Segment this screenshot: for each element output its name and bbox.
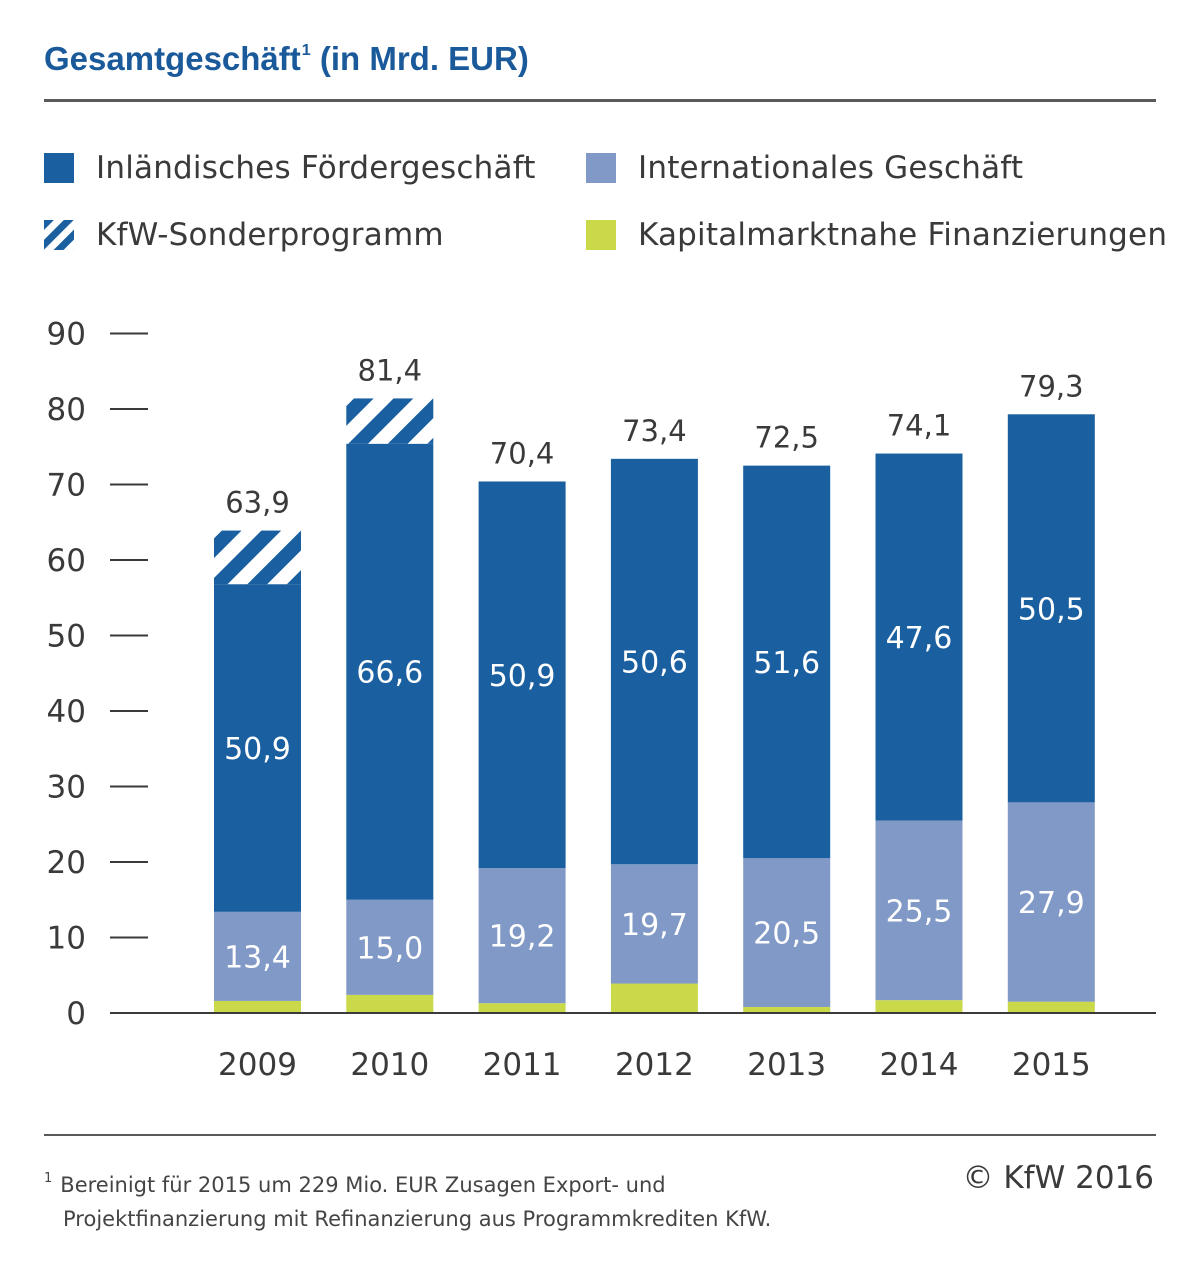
- bar-segment-international: [875, 820, 963, 1001]
- bars: 13,4 50,9 63,9 15,0 66,6 81,4 19,2 50,9 70,4 19,7…: [214, 353, 1095, 1013]
- bar-segment-kapital: [610, 983, 698, 1013]
- footnote-line-1: 1 Bereinigt für 2015 um 229 Mio. EUR Zusa…: [44, 1170, 771, 1204]
- bar-segment-international: [214, 911, 301, 1001]
- chart-title-text: Gesamtgeschäft: [44, 40, 301, 77]
- y-tick-label: 70: [47, 468, 86, 504]
- bar-value-label: 19,2: [489, 920, 556, 955]
- y-tick-label: 0: [66, 996, 86, 1032]
- top-divider: [44, 99, 1156, 102]
- bar-segment-inland: [610, 458, 698, 865]
- bar-stack-2012: 19,7 50,6 73,4: [610, 414, 698, 1013]
- bar-total-label: 73,4: [622, 414, 687, 448]
- bar-segment-kapital: [214, 1000, 301, 1013]
- y-axis: 0 10 20 30 40 50 60 70 80 90: [47, 317, 148, 1032]
- x-tick-label: 2011: [483, 1047, 562, 1083]
- bar-segment-inland: [743, 465, 831, 859]
- bar-value-label: 20,5: [753, 917, 820, 952]
- x-tick-label: 2010: [350, 1047, 429, 1083]
- y-tick-label: 50: [47, 619, 86, 655]
- bar-segment-inland: [1007, 414, 1095, 803]
- bar-total-label: 74,1: [887, 409, 952, 443]
- y-tick-label: 10: [47, 921, 86, 957]
- bar-total-label: 81,4: [358, 353, 423, 387]
- bar-value-label: 66,6: [356, 656, 423, 691]
- bar-stack-2011: 19,2 50,9 70,4: [478, 436, 566, 1013]
- bar-segment-kapital: [346, 994, 434, 1013]
- bar-stack-2009: 13,4 50,9 63,9: [214, 486, 301, 1013]
- bar-total-label: 70,4: [490, 436, 555, 470]
- footnote-line-2: Projektfinanzierung mit Refinanzierung a…: [44, 1204, 771, 1235]
- bar-total-label: 72,5: [754, 421, 819, 455]
- bar-segment-international: [478, 868, 566, 1004]
- bar-value-label: 50,5: [1018, 592, 1085, 627]
- bar-segment-kapital: [1007, 1001, 1095, 1013]
- y-tick-label: 80: [47, 392, 86, 428]
- bar-stack-2014: 25,5 47,6 74,1: [875, 409, 963, 1013]
- bar-segment-inland: [346, 443, 434, 900]
- bottom-divider: [44, 1134, 1156, 1136]
- legend-label: Internationales Geschäft: [638, 150, 1024, 186]
- title-footnote-mark: 1: [301, 42, 311, 59]
- legend-swatch-international: [586, 153, 616, 183]
- legend-label: KfW-Sonderprogramm: [96, 217, 444, 253]
- bar-stack-2013: 20,5 51,6 72,5: [743, 421, 831, 1013]
- bar-segment-inland: [214, 584, 301, 912]
- bar-segment-sonder: [214, 530, 301, 585]
- bar-value-label: 13,4: [224, 940, 291, 975]
- bar-value-label: 15,0: [356, 931, 423, 966]
- bar-segment-inland: [875, 453, 963, 821]
- x-tick-label: 2015: [1012, 1047, 1091, 1083]
- bar-segment-sonder: [346, 398, 434, 444]
- y-tick-label: 60: [47, 543, 86, 579]
- chart-title: Gesamtgeschäft1 (in Mrd. EUR): [44, 40, 529, 78]
- legend-swatch-sonder: [44, 220, 74, 250]
- legend-swatch-kapital: [586, 220, 616, 250]
- y-tick-label: 20: [47, 845, 86, 881]
- x-tick-label: 2012: [615, 1047, 694, 1083]
- bar-value-label: 27,9: [1018, 886, 1085, 921]
- bar-segment-international: [346, 899, 434, 995]
- footnote-text: Bereinigt für 2015 um 229 Mio. EUR Zusag…: [60, 1173, 666, 1197]
- bar-value-label: 25,5: [886, 894, 953, 929]
- bar-value-label: 51,6: [753, 646, 820, 681]
- bar-segment-kapital: [478, 1003, 566, 1013]
- legend-item-international: Internationales Geschäft: [586, 148, 1023, 188]
- legend-item-inland: Inländisches Fördergeschäft: [44, 148, 536, 188]
- x-tick-label: 2013: [747, 1047, 826, 1083]
- y-tick-label: 40: [47, 694, 86, 730]
- bar-total-label: 63,9: [225, 486, 290, 520]
- bar-segment-kapital: [875, 1000, 963, 1013]
- bar-value-label: 19,7: [621, 908, 688, 943]
- footnote-mark: 1: [44, 1171, 53, 1186]
- bar-value-label: 50,9: [224, 732, 291, 767]
- x-axis: 2009 2010 2011 2012 2013 2014 2015: [218, 1047, 1091, 1083]
- bar-value-label: 47,6: [886, 621, 953, 656]
- footnote: 1 Bereinigt für 2015 um 229 Mio. EUR Zusa…: [44, 1170, 771, 1235]
- bar-stack-2015: 27,9 50,5 79,3: [1007, 369, 1095, 1013]
- bar-value-label: 50,9: [489, 659, 556, 694]
- legend-swatch-inland: [44, 153, 74, 183]
- bar-segment-international: [743, 858, 831, 1007]
- legend-label: Inländisches Fördergeschäft: [96, 150, 536, 186]
- bar-segment-international: [610, 864, 698, 984]
- bar-total-label: 79,3: [1019, 369, 1084, 403]
- legend-label: Kapitalmarktnahe Finanzierungen: [638, 217, 1168, 253]
- y-tick-label: 30: [47, 770, 86, 806]
- footnote-text: Projektfinanzierung mit Refinanzierung a…: [63, 1207, 772, 1231]
- bar-stack-2010: 15,0 66,6 81,4: [346, 353, 434, 1013]
- bar-segment-kapital: [743, 1006, 831, 1013]
- copyright: © KfW 2016: [962, 1160, 1155, 1196]
- bar-segment-inland: [478, 481, 566, 869]
- bar-segment-international: [1007, 802, 1095, 1002]
- legend-item-kapital: Kapitalmarktnahe Finanzierungen: [586, 215, 1167, 255]
- x-tick-label: 2009: [218, 1047, 297, 1083]
- bar-value-label: 50,6: [621, 646, 688, 681]
- y-tick-label: 90: [47, 317, 86, 353]
- x-tick-label: 2014: [880, 1047, 959, 1083]
- legend-item-sonder: KfW-Sonderprogramm: [44, 215, 444, 255]
- stacked-bar-chart: 0 10 20 30 40 50 60 70 80 90 13,4 50,9 63,9 15,0 66,6…: [47, 317, 1156, 1083]
- chart-title-unit: (in Mrd. EUR): [310, 40, 529, 77]
